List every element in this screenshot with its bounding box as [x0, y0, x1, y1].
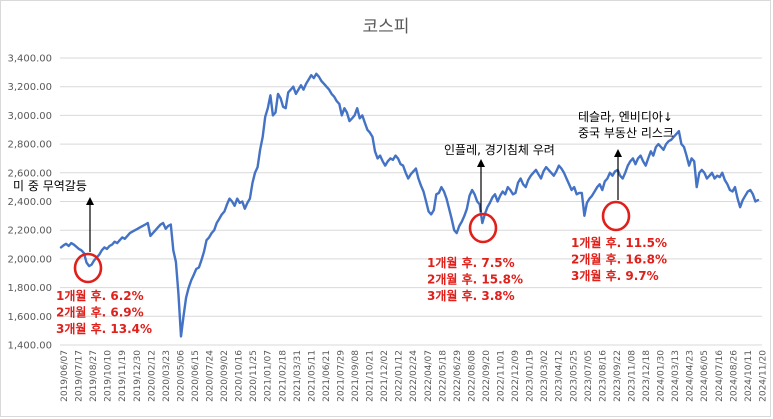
gridlines [60, 57, 762, 346]
x-tick-label: 2020/02/12 [147, 350, 157, 402]
return-callout-line: 1개월 후. 7.5% [427, 255, 515, 270]
x-tick-label: 2024/11/20 [758, 350, 768, 402]
x-tick-label: 2021/05/11 [307, 350, 317, 402]
return-callout-line: 3개월 후. 3.8% [427, 288, 515, 303]
x-tick-label: 2021/09/08 [351, 350, 361, 402]
return-callout-line: 2개월 후. 16.8% [571, 252, 667, 267]
y-tick-label: 3,000.00 [7, 111, 52, 122]
y-tick-label: 2,200.00 [7, 226, 52, 237]
x-tick-label: 2021/02/18 [278, 350, 288, 402]
x-tick-label: 2022/04/07 [424, 350, 434, 402]
x-tick-label: 2019/12/30 [133, 350, 143, 402]
x-tick-label: 2024/06/05 [700, 350, 710, 402]
x-tick-label: 2021/06/21 [322, 350, 332, 402]
x-tick-label: 2022/02/24 [409, 350, 419, 402]
event-arrow-head [86, 197, 94, 205]
event-label: 테슬라, 엔비디아↓ [578, 110, 673, 124]
x-tick-label: 2023/07/05 [584, 350, 594, 402]
x-tick-label: 2024/10/11 [744, 350, 754, 402]
x-tick-label: 2020/06/15 [191, 350, 201, 402]
y-tick-label: 1,600.00 [7, 312, 52, 323]
x-tick-label: 2021/12/02 [380, 350, 390, 402]
x-tick-label: 2023/04/12 [555, 350, 565, 402]
y-axis-ticks: 1,400.00 1,600.00 1,800.00 2,000.00 2,200.00… [7, 54, 52, 352]
x-tick-label: 2020/11/25 [249, 350, 259, 402]
x-tick-label: 2022/12/09 [511, 350, 521, 402]
kospi-series-line [59, 72, 760, 338]
event-label: 중국 부동산 리스크 [578, 126, 674, 140]
event-marker-circle [468, 212, 498, 244]
x-tick-label: 2024/01/30 [657, 350, 667, 402]
x-tick-label: 2019/07/17 [75, 350, 85, 402]
x-tick-label: 2021/03/31 [293, 350, 303, 402]
y-tick-label: 2,400.00 [7, 197, 52, 208]
return-callout-line: 3개월 후. 13.4% [56, 321, 152, 336]
event-marker-circle [73, 252, 103, 284]
event-markers [73, 149, 631, 284]
x-tick-label: 2023/09/22 [613, 350, 623, 402]
x-tick-label: 2022/05/18 [438, 350, 448, 402]
event-arrow-head [614, 149, 622, 157]
x-tick-label: 2023/01/19 [526, 350, 536, 402]
x-tick-label: 2019/11/19 [118, 350, 128, 402]
annotations: 미 중 무역갈등 인플레, 경기침체 우려 테슬라, 엔비디아↓ 중국 부동산 리스크… [13, 110, 674, 336]
x-tick-label: 2020/09/02 [220, 350, 230, 402]
return-callout-line: 1개월 후. 11.5% [571, 235, 667, 250]
x-tick-label: 2022/09/20 [482, 350, 492, 402]
y-tick-label: 1,800.00 [7, 283, 52, 294]
return-callout-line: 2개월 후. 6.9% [56, 305, 144, 320]
x-tick-label: 2022/06/29 [453, 350, 463, 402]
x-tick-label: 2021/01/07 [264, 350, 274, 402]
x-tick-label: 2020/10/16 [235, 350, 245, 402]
x-tick-label: 2023/11/08 [627, 350, 637, 402]
y-tick-label: 2,600.00 [7, 168, 52, 179]
event-arrow-head [477, 159, 485, 167]
return-callout-line: 3개월 후. 9.7% [571, 268, 659, 283]
x-tick-label: 2024/03/13 [671, 350, 681, 402]
chart-title: 코스피 [363, 17, 410, 37]
event-label: 인플레, 경기침체 우려 [444, 143, 555, 157]
y-tick-label: 1,400.00 [7, 341, 52, 352]
x-tick-label: 2024/04/23 [686, 350, 696, 402]
x-tick-label: 2024/07/16 [715, 350, 725, 402]
x-tick-label: 2022/08/08 [467, 350, 477, 402]
return-callout-line: 2개월 후. 15.8% [427, 272, 523, 287]
series-layer [59, 72, 760, 338]
x-tick-label: 2019/10/10 [104, 350, 114, 402]
x-tick-label: 2019/08/27 [89, 350, 99, 402]
return-callout-line: 1개월 후. 6.2% [56, 288, 144, 303]
x-tick-label: 2020/03/23 [162, 350, 172, 402]
y-tick-label: 2,800.00 [7, 140, 52, 151]
x-tick-label: 2021/07/29 [336, 350, 346, 402]
x-tick-label: 2020/05/06 [176, 350, 186, 402]
y-tick-label: 2,000.00 [7, 254, 52, 265]
x-tick-label: 2021/10/21 [366, 350, 376, 402]
x-tick-label: 2019/06/07 [60, 350, 70, 402]
x-axis-ticks: 2019/06/07 2019/07/17 2019/08/27 2019/10/10… [60, 350, 768, 402]
x-tick-label: 2020/07/24 [206, 350, 216, 402]
x-tick-label: 2023/03/02 [540, 350, 550, 402]
event-label: 미 중 무역갈등 [13, 179, 87, 193]
x-tick-label: 2024/08/26 [729, 350, 739, 402]
x-tick-label: 2022/01/12 [395, 350, 405, 402]
x-tick-label: 2023/12/18 [642, 350, 652, 402]
event-marker-circle [601, 200, 631, 232]
x-tick-label: 2022/11/01 [497, 350, 507, 402]
x-tick-label: 2023/08/16 [598, 350, 608, 402]
x-tick-label: 2023/05/25 [569, 350, 579, 402]
y-tick-label: 3,400.00 [7, 54, 52, 65]
y-tick-label: 3,200.00 [7, 82, 52, 93]
